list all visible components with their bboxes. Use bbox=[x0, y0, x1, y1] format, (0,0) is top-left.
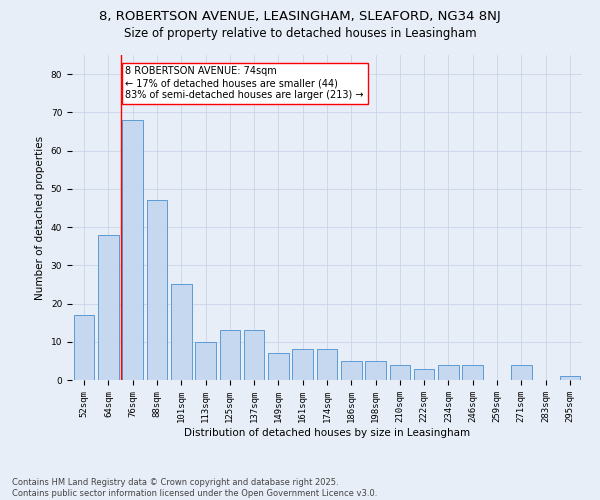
Bar bbox=[511, 364, 532, 380]
Bar bbox=[365, 361, 386, 380]
Text: 8, ROBERTSON AVENUE, LEASINGHAM, SLEAFORD, NG34 8NJ: 8, ROBERTSON AVENUE, LEASINGHAM, SLEAFOR… bbox=[99, 10, 501, 23]
Bar bbox=[414, 368, 434, 380]
Bar bbox=[438, 364, 459, 380]
Bar bbox=[220, 330, 240, 380]
Bar bbox=[560, 376, 580, 380]
X-axis label: Distribution of detached houses by size in Leasingham: Distribution of detached houses by size … bbox=[184, 428, 470, 438]
Bar bbox=[74, 315, 94, 380]
Bar bbox=[244, 330, 265, 380]
Bar bbox=[146, 200, 167, 380]
Bar bbox=[122, 120, 143, 380]
Bar bbox=[389, 364, 410, 380]
Text: 8 ROBERTSON AVENUE: 74sqm
← 17% of detached houses are smaller (44)
83% of semi-: 8 ROBERTSON AVENUE: 74sqm ← 17% of detac… bbox=[125, 66, 364, 100]
Bar bbox=[171, 284, 191, 380]
Bar bbox=[292, 350, 313, 380]
Y-axis label: Number of detached properties: Number of detached properties bbox=[35, 136, 45, 300]
Bar bbox=[195, 342, 216, 380]
Text: Size of property relative to detached houses in Leasingham: Size of property relative to detached ho… bbox=[124, 28, 476, 40]
Bar bbox=[268, 353, 289, 380]
Bar bbox=[341, 361, 362, 380]
Text: Contains HM Land Registry data © Crown copyright and database right 2025.
Contai: Contains HM Land Registry data © Crown c… bbox=[12, 478, 377, 498]
Bar bbox=[463, 364, 483, 380]
Bar bbox=[98, 234, 119, 380]
Bar bbox=[317, 350, 337, 380]
